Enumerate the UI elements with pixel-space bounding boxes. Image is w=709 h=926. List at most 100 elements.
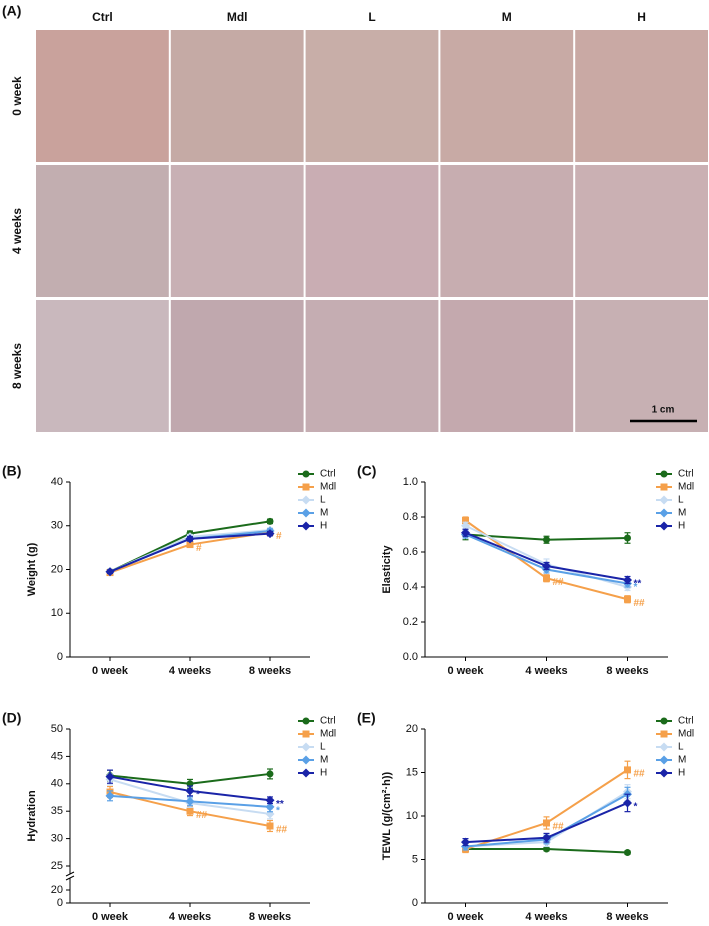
point (624, 595, 631, 603)
legend-marker (302, 470, 310, 478)
legend-label: H (320, 768, 327, 779)
legend-label: L (678, 742, 684, 753)
point (265, 802, 275, 812)
y-tick-label: 30 (51, 520, 63, 532)
skin-photo (170, 300, 304, 432)
significance-label: ## (553, 577, 565, 588)
significance-label: ## (196, 810, 208, 821)
legend-marker (301, 521, 311, 531)
significance-label: # (276, 531, 282, 542)
significance-label: ** (634, 579, 642, 590)
point (461, 837, 470, 847)
legend-label: M (320, 755, 328, 766)
legend-label: Mdl (320, 482, 336, 493)
legend-label: M (678, 508, 686, 519)
legend-marker (302, 483, 310, 491)
point (266, 517, 274, 525)
legend-marker (301, 508, 311, 518)
y-tick-label: 50 (51, 723, 63, 735)
y-tick-label: 0 (57, 651, 63, 663)
skin-photo (305, 30, 439, 162)
y-tick-label: 35 (51, 805, 63, 817)
legend-label: Mdl (678, 729, 694, 740)
axis-break (65, 871, 75, 877)
legend-marker (659, 768, 669, 778)
y-tick-label: 0.2 (403, 616, 418, 628)
significance-label: * (634, 802, 638, 813)
legend-marker (660, 483, 668, 491)
skin-photo (575, 30, 708, 162)
legend-label: H (678, 521, 685, 532)
significance-label: * (634, 582, 638, 593)
x-tick-label: 4 weeks (525, 911, 567, 923)
panel-label: (D) (2, 710, 21, 726)
point (266, 770, 274, 778)
significance-label: ## (634, 598, 646, 609)
point (543, 574, 550, 582)
x-tick-label: 0 week (92, 665, 129, 677)
legend-label: M (678, 755, 686, 766)
scale-bar-label: 1 cm (652, 405, 675, 416)
x-tick-label: 4 weeks (169, 665, 211, 677)
point (265, 795, 275, 805)
legend-marker (301, 495, 311, 505)
y-tick-label: 10 (406, 810, 418, 822)
panel-label: (E) (357, 710, 376, 726)
point (461, 521, 470, 531)
point (185, 786, 195, 796)
skin-photo (170, 165, 304, 297)
panel-label: (B) (2, 463, 21, 479)
point (105, 567, 115, 577)
skin-photo (36, 30, 169, 162)
significance-label: ## (276, 825, 288, 836)
row-label: 4 weeks (10, 208, 24, 254)
legend-marker (301, 742, 311, 752)
y-tick-label: 45 (51, 750, 63, 762)
x-tick-label: 0 week (447, 911, 484, 923)
y-tick-label: 10 (51, 607, 63, 619)
y-tick-label: 0.0 (403, 651, 418, 663)
y-tick-label: 0.8 (403, 511, 418, 523)
legend-marker (660, 730, 668, 738)
legend-marker (301, 768, 311, 778)
skin-photo (305, 165, 439, 297)
point (266, 822, 274, 830)
point (543, 845, 550, 853)
legend-label: Ctrl (320, 716, 336, 727)
legend-marker (659, 521, 669, 531)
significance-label: * (196, 790, 200, 801)
skin-photo (575, 165, 708, 297)
column-label: L (368, 10, 375, 24)
x-tick-label: 8 weeks (606, 911, 648, 923)
x-tick-label: 8 weeks (249, 911, 291, 923)
legend-label: Mdl (320, 729, 336, 740)
point (185, 534, 195, 544)
point (186, 807, 194, 815)
point (623, 575, 632, 585)
point (462, 517, 469, 524)
x-tick-label: 4 weeks (169, 911, 211, 923)
y-tick-label: 0.6 (403, 546, 418, 558)
y-tick-label: 40 (51, 778, 63, 790)
legend-label: Mdl (678, 482, 694, 493)
point (186, 541, 194, 549)
row-label: 8 weeks (10, 343, 24, 389)
significance-label: ** (276, 799, 284, 810)
y-tick-label: 30 (51, 833, 63, 845)
skin-photo (305, 300, 439, 432)
y-tick-label: 20 (51, 563, 63, 575)
legend-marker (301, 755, 311, 765)
skin-photo (440, 165, 574, 297)
legend-label: H (320, 521, 327, 532)
y-axis-label: Weight (g) (26, 542, 38, 596)
legend-marker (659, 755, 669, 765)
skin-photo (440, 30, 574, 162)
x-tick-label: 0 week (92, 911, 129, 923)
point (542, 833, 551, 843)
significance-label: * (276, 805, 280, 816)
skin-photo (440, 300, 574, 432)
significance-label: ## (634, 769, 646, 780)
column-label: H (637, 10, 646, 24)
skin-photo (36, 165, 169, 297)
